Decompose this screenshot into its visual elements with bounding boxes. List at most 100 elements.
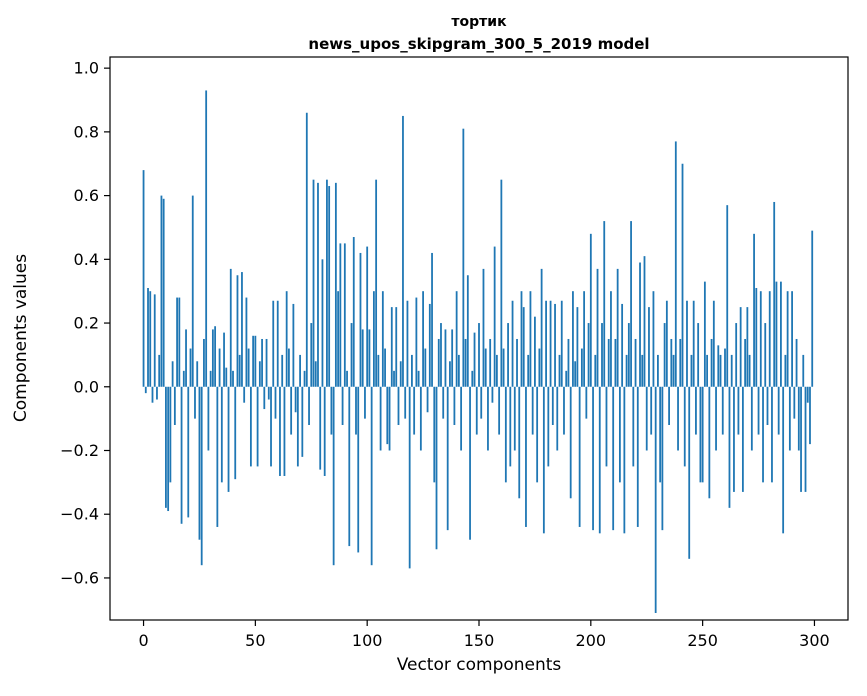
bar [211,329,214,387]
bar [690,354,693,387]
bar [480,386,483,419]
bar [196,361,199,387]
bar [621,303,624,387]
bar [809,386,811,445]
bar [748,354,751,387]
bar [657,354,659,387]
bar [321,259,324,387]
x-axis-ticks: 0 50 100 150 200 250 300 [138,620,830,650]
bar [811,230,814,387]
x-tick-label: 200 [576,631,607,650]
y-tick-label: −0.2 [60,441,99,460]
bar [402,115,404,387]
bar [218,348,221,387]
bar [149,291,152,387]
bar [364,386,366,419]
bar [643,256,646,387]
y-tick-label: 0.8 [74,122,99,141]
bar [487,386,489,451]
bar [279,386,281,476]
bar [686,300,688,387]
y-tick-label: 0.4 [74,250,99,269]
bar [290,386,293,435]
bar [578,386,581,527]
bar [415,297,418,387]
bar [654,386,657,613]
bar [603,221,606,387]
bar [491,386,494,403]
y-tick-label: 0.6 [74,186,99,205]
bar [292,303,295,387]
bar [516,338,518,387]
bar [596,268,599,387]
bar [677,386,679,451]
bar [681,163,684,387]
bar [717,345,720,387]
bar [574,361,577,387]
bar [500,179,503,387]
bar [473,332,476,387]
bar [556,386,559,451]
bar [625,354,628,387]
bar [220,386,223,483]
bar [659,386,662,483]
bar [366,246,369,387]
bar [265,338,268,387]
bar [319,386,322,470]
bar [504,386,507,483]
bar [520,291,523,387]
bar [274,386,277,419]
y-tick-label: 0.2 [74,314,99,333]
bar [368,329,371,387]
bar [258,361,261,387]
bar [616,268,619,387]
bar [270,386,272,467]
bar [375,179,378,387]
y-tick-label: −0.4 [60,505,99,524]
bar [750,386,753,451]
bar [388,386,391,451]
bar [791,291,793,387]
bar [198,386,201,540]
bar [296,386,299,467]
bar [775,281,778,387]
bar [668,386,670,425]
bar [522,307,525,387]
bar [585,386,588,419]
bar [733,386,735,492]
bar [730,354,733,387]
x-tick-label: 0 [138,631,148,650]
bar [665,300,668,387]
bar [518,386,521,499]
bar [513,386,516,451]
bar [721,386,724,435]
bar [482,268,485,387]
bar [551,386,554,425]
bar [254,335,257,387]
bar [194,386,196,419]
bar [777,386,780,435]
y-axis-label: Components values [11,254,31,422]
bar [639,262,641,387]
bar [261,338,263,387]
bar [484,348,487,387]
bar [160,195,163,387]
bar [493,246,496,387]
bar [167,386,170,512]
bar [419,386,422,451]
bar [498,386,501,435]
bar [598,386,601,534]
bar [688,386,691,559]
bar [180,386,183,524]
bar [558,354,561,387]
bar [507,323,509,387]
bar [381,291,384,387]
bar [788,386,791,451]
bar [288,348,290,387]
bar [623,386,626,534]
bar [384,348,386,387]
bar [529,291,532,387]
bar [755,288,758,387]
bar [158,354,161,387]
bar [451,329,454,387]
